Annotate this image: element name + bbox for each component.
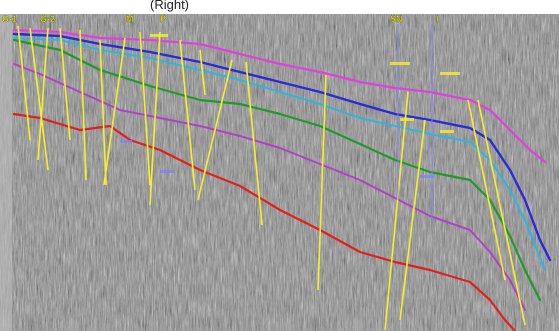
fault-line: [477, 99, 526, 326]
fault-line: [399, 119, 426, 321]
annotation-mark: [400, 118, 414, 121]
top-strip: (Right): [0, 0, 559, 14]
left-axis: [0, 14, 12, 331]
fault-line: [467, 99, 506, 281]
fault-line: [139, 31, 151, 186]
horizon-blue: [12, 32, 552, 262]
well-label-g2: G-2: [40, 14, 55, 24]
figure-caption: (Right): [150, 0, 190, 12]
well-label-m: M: [126, 14, 134, 24]
fault-line: [317, 74, 327, 291]
annotation-marks: [120, 34, 460, 178]
fault-line: [79, 29, 87, 181]
annotation-mark: [440, 130, 454, 133]
fault-line: [59, 27, 71, 141]
annotation-mark: [150, 34, 168, 37]
fault-line: [179, 39, 196, 191]
well-label-g1: G-1: [2, 14, 17, 24]
annotation-mark: [420, 175, 434, 178]
fault-line: [99, 39, 107, 186]
annotation-mark: [440, 72, 460, 75]
faults: [17, 25, 526, 331]
well-label-i: I: [436, 14, 439, 24]
fault-line: [17, 25, 31, 141]
well-label-sn: SN: [390, 14, 403, 24]
seismic-section: G-1 G-2 M P SN I: [0, 14, 559, 331]
horizon-red: [12, 112, 517, 331]
annotation-mark: [390, 62, 410, 65]
fault-line: [199, 49, 206, 96]
horizon-purple: [13, 63, 526, 311]
annotation-mark: [120, 140, 132, 143]
fault-line: [29, 27, 49, 171]
horizon-cyan: [13, 37, 546, 271]
annotation-mark: [160, 170, 174, 173]
fault-line: [103, 37, 126, 186]
well-label-p: P: [160, 14, 166, 24]
fault-line: [245, 61, 263, 226]
fault-line: [384, 91, 409, 331]
horizons: [12, 28, 552, 331]
fault-line: [197, 59, 233, 201]
fault-line: [37, 27, 49, 161]
wells: [397, 24, 433, 220]
fault-line: [149, 31, 161, 206]
horizon-green: [12, 38, 542, 302]
